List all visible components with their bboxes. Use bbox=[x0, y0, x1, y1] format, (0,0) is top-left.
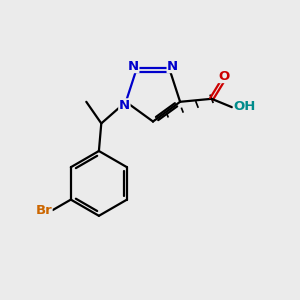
Text: Br: Br bbox=[35, 204, 52, 217]
Text: N: N bbox=[119, 99, 130, 112]
Text: O: O bbox=[219, 70, 230, 83]
Text: OH: OH bbox=[233, 100, 256, 113]
Text: N: N bbox=[167, 59, 178, 73]
Text: N: N bbox=[128, 59, 139, 73]
